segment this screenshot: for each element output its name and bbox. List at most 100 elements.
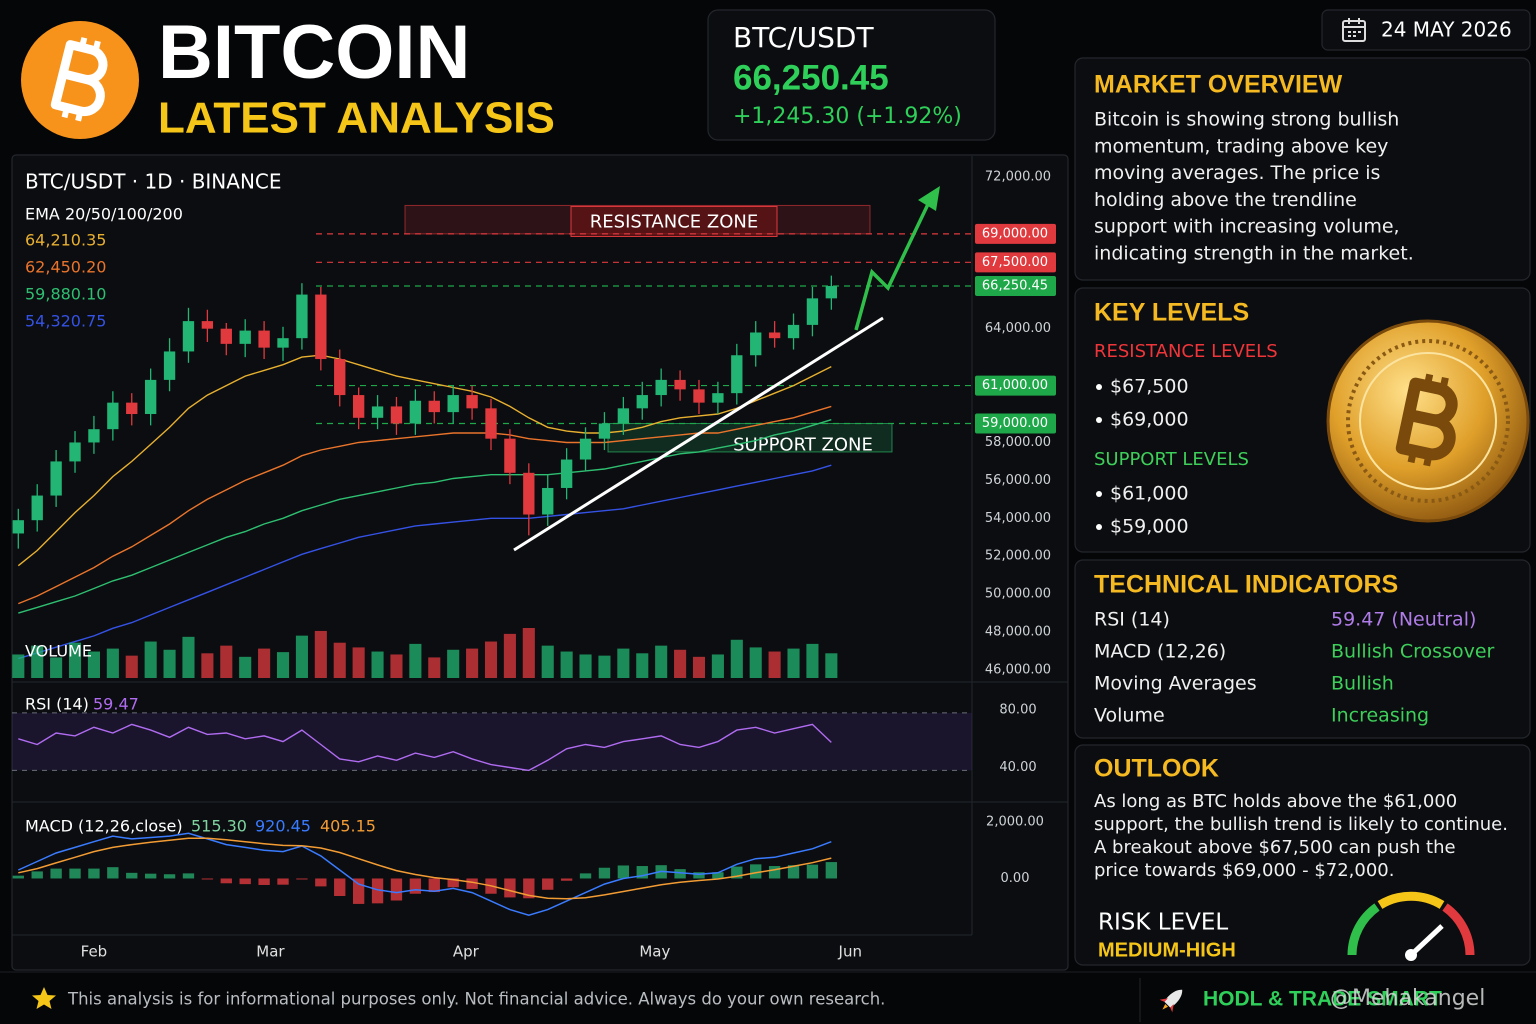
macd-histogram-bar <box>371 878 384 904</box>
chart-title: BTC/USDT · 1D · BINANCE <box>25 170 282 194</box>
ticker-box <box>707 9 996 141</box>
rsi-value: 59.47 <box>93 695 139 714</box>
risk-title: RISK LEVEL <box>1098 910 1228 936</box>
bitcoin-coin <box>1326 319 1530 523</box>
overview-line: holding above the trendline <box>1094 189 1357 211</box>
volume-bar <box>390 654 403 678</box>
macd-histogram-bar <box>315 878 327 887</box>
ema-legend-value: 64,210.35 <box>25 231 106 250</box>
title: BITCOIN <box>158 10 470 95</box>
macd-histogram-bar <box>69 868 81 879</box>
macd-legend-value: 920.45 <box>255 817 311 836</box>
candle-body <box>31 495 43 521</box>
volume-bar <box>276 652 290 678</box>
volume-bar <box>447 649 460 678</box>
candle-body <box>712 393 724 403</box>
candle-body <box>750 332 762 356</box>
candle-body <box>560 459 573 488</box>
signal-line <box>18 837 832 900</box>
volume-bar <box>87 651 100 678</box>
candle-body <box>296 294 308 339</box>
rsi-line <box>18 723 832 772</box>
overview-line: momentum, trading above key <box>1094 135 1388 157</box>
volume-bar <box>711 654 724 678</box>
y-tick-label: 2,000.00 <box>986 814 1044 829</box>
candle-body <box>69 442 81 462</box>
overview-panel <box>1074 57 1531 281</box>
outlook-line: A breakout above $67,500 can push the <box>1094 837 1456 858</box>
candle-body <box>352 395 365 418</box>
indicator-value: Increasing <box>1331 705 1429 727</box>
macd-legend-value: 405.15 <box>320 817 376 836</box>
level-label: 66,250.45 <box>982 279 1048 294</box>
ema-title: EMA 20/50/100/200 <box>25 205 183 224</box>
indicator-name: Volume <box>1094 705 1165 727</box>
volume-bar <box>617 648 630 678</box>
macd-histogram-bar <box>88 868 100 879</box>
candle-body <box>182 321 195 352</box>
date-box <box>1321 9 1531 51</box>
y-tick-label: 50,000.00 <box>985 587 1051 602</box>
candle-body <box>107 402 119 430</box>
indicator-value: Bullish <box>1331 673 1394 695</box>
volume-bar <box>522 628 535 678</box>
indicators-panel <box>1074 559 1531 739</box>
chart-panel <box>11 154 1069 971</box>
rsi-title: RSI (14) <box>25 695 89 714</box>
macd-histogram-bar <box>504 878 516 898</box>
rsi-band <box>12 712 972 771</box>
candle-body <box>390 406 403 424</box>
resistance-title: RESISTANCE LEVELS <box>1094 341 1278 362</box>
volume-bar <box>692 656 706 678</box>
logo <box>21 21 139 139</box>
level-label: 61,000.00 <box>982 378 1048 393</box>
zone-label-box <box>570 205 778 237</box>
candle-body <box>598 423 611 439</box>
level-tag <box>975 375 1056 396</box>
macd-histogram-bar <box>126 872 138 879</box>
indicator-value: 59.47 (Neutral) <box>1331 609 1476 631</box>
candle-body <box>239 330 251 344</box>
volume-bar <box>730 639 743 678</box>
volume-bar <box>182 636 195 678</box>
candle-body <box>258 330 270 348</box>
candle-body <box>12 520 24 534</box>
volume-bar <box>541 645 554 678</box>
outlook-text: As long as BTC holds above the $61,000su… <box>1094 791 1508 881</box>
macd-histogram-bar <box>768 866 781 879</box>
volume-bar <box>636 653 649 678</box>
candle-body <box>144 379 157 415</box>
candle-body <box>277 338 289 348</box>
ticker-pair: BTC/USDT <box>733 21 874 54</box>
candle-body <box>315 294 327 360</box>
support-level: $61,000 <box>1110 483 1189 505</box>
macd-histogram-bar <box>560 878 573 881</box>
macd-histogram-bar <box>712 872 724 879</box>
volume-bar <box>749 647 762 678</box>
macd-histogram-bar <box>50 868 62 879</box>
overview-title: MARKET OVERVIEW <box>1094 71 1343 99</box>
x-tick-label: May <box>639 943 670 961</box>
candle-body <box>768 332 781 339</box>
macd-histogram-bar <box>201 878 214 880</box>
volume-bar <box>825 653 838 678</box>
candle-body <box>806 298 819 325</box>
ema-line <box>18 419 832 614</box>
disclaimer: This analysis is for informational purpo… <box>67 990 885 1009</box>
volume-bar <box>106 648 119 678</box>
level-tag <box>975 252 1056 273</box>
volume-bar <box>655 645 668 678</box>
macd-histogram-bar <box>220 878 232 884</box>
level-tag <box>975 413 1056 434</box>
ema-legend-value: 54,320.75 <box>25 312 106 331</box>
indicator-value: Bullish Crossover <box>1331 641 1495 663</box>
candle-body <box>485 408 497 439</box>
bullet <box>1096 491 1102 497</box>
overview-text: Bitcoin is showing strong bullish momentu… <box>1094 109 1414 265</box>
macd-histogram-bar <box>693 872 705 879</box>
candle-body <box>220 328 232 344</box>
level-tag <box>975 276 1056 297</box>
candle-body <box>655 379 667 396</box>
candle-body <box>409 400 422 424</box>
volume-bar <box>239 656 252 678</box>
